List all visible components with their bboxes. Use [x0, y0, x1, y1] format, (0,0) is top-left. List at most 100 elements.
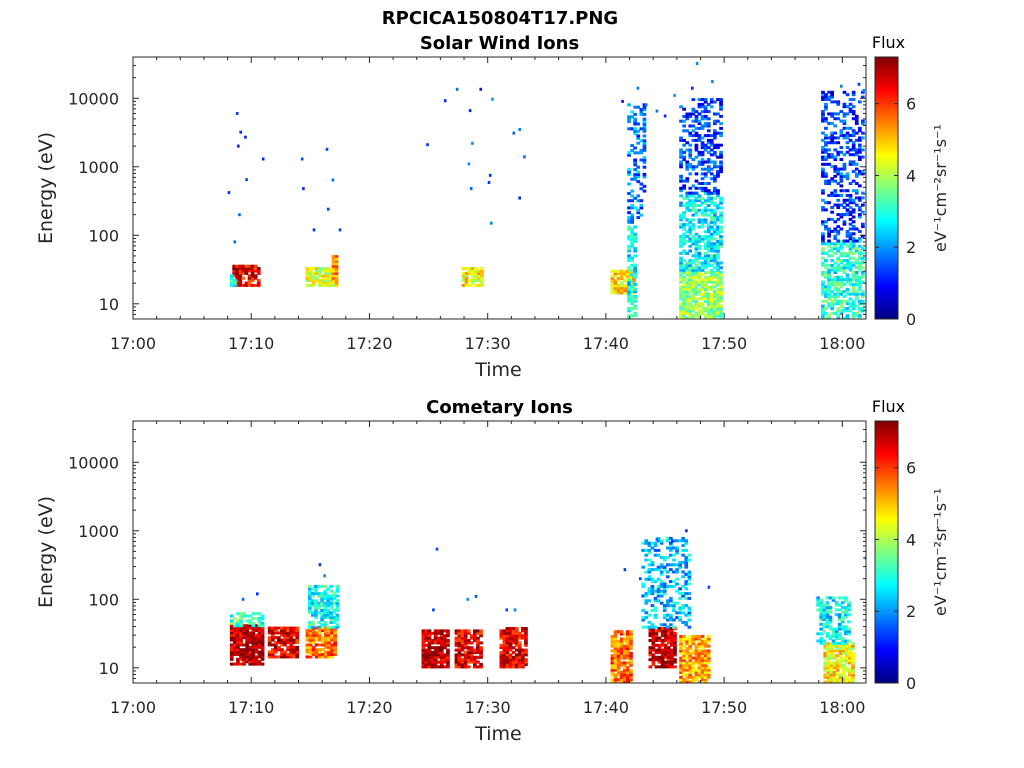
heatmap-layer	[227, 62, 866, 319]
heatmap-cell	[682, 143, 686, 147]
heatmap-cell	[679, 235, 683, 239]
heatmap-cell	[469, 653, 474, 657]
heatmap-cell	[461, 267, 466, 271]
heatmap-cell	[842, 206, 847, 209]
heatmap-cell	[633, 311, 637, 315]
heatmap-cell	[660, 655, 665, 659]
heatmap-cell	[636, 194, 641, 198]
heatmap-cell	[256, 269, 261, 273]
heatmap-cell	[466, 648, 471, 652]
heatmap-cell	[233, 281, 237, 285]
heatmap-cell	[280, 638, 284, 642]
heatmap-cell	[697, 194, 702, 198]
heatmap-cell	[317, 629, 322, 632]
heatmap-cell	[840, 615, 845, 619]
heatmap-cell	[639, 187, 644, 191]
heatmap-cell	[706, 637, 711, 641]
heatmap-cell	[706, 165, 711, 169]
heatmap-cell	[822, 613, 827, 617]
heatmap-cell	[706, 654, 711, 658]
heatmap-cell	[662, 584, 667, 588]
heatmap-cell	[332, 620, 337, 624]
heatmap-cell	[678, 616, 682, 620]
x-tick-label: 17:30	[465, 698, 511, 717]
heatmap-cell	[688, 671, 693, 674]
heatmap-cell	[270, 653, 275, 656]
heatmap-cell	[822, 639, 827, 643]
x-tick-label: 17:40	[583, 698, 629, 717]
heatmap-cell	[688, 172, 693, 176]
heatmap-cell	[688, 162, 693, 166]
heatmap-cell	[679, 174, 683, 178]
heatmap-cell	[320, 596, 324, 600]
heatmap-cell	[267, 629, 272, 632]
heatmap-cell	[684, 541, 689, 545]
heatmap-cell	[861, 234, 865, 238]
heatmap-cell	[260, 629, 265, 632]
colorbar-tick-label: 2	[906, 238, 916, 257]
heatmap-cell	[682, 237, 686, 241]
heatmap-cell	[650, 608, 655, 612]
heatmap-cell	[821, 110, 825, 113]
heatmap-cell	[861, 222, 865, 226]
x-tick-label: 17:00	[110, 698, 156, 717]
heatmap-cell	[823, 675, 828, 679]
heatmap-cell	[684, 623, 689, 627]
heatmap-cell	[861, 95, 865, 99]
axes-box	[132, 420, 867, 684]
heatmap-cell	[627, 199, 631, 203]
heatmap-cell	[241, 271, 246, 275]
heatmap-cell	[858, 285, 862, 289]
heatmap-cell	[660, 648, 665, 652]
heatmap-cell	[858, 229, 862, 233]
heatmap-cell	[827, 232, 831, 236]
heatmap-cell	[706, 208, 711, 212]
heatmap-cell	[833, 112, 838, 116]
heatmap-cell	[854, 295, 859, 298]
heatmap-cell	[858, 206, 862, 209]
heatmap-point	[241, 597, 245, 601]
heatmap-cell	[477, 269, 481, 273]
heatmap-cell	[706, 261, 711, 265]
heatmap-cell	[511, 631, 516, 635]
heatmap-cell	[719, 285, 723, 289]
heatmap-cell	[713, 223, 717, 227]
heatmap-cell	[295, 655, 300, 659]
heatmap-cell	[639, 112, 644, 116]
heatmap-cell	[469, 648, 474, 652]
heatmap-cell	[324, 267, 328, 271]
heatmap-cell	[421, 641, 426, 645]
heatmap-point	[466, 597, 469, 601]
heatmap-cell	[703, 242, 708, 246]
heatmap-cell	[685, 194, 690, 198]
heatmap-cell	[636, 122, 641, 126]
heatmap-cell	[330, 650, 334, 654]
heatmap-cell	[267, 650, 272, 654]
heatmap-cell	[716, 261, 720, 265]
heatmap-cell	[639, 151, 644, 155]
heatmap-cell	[694, 647, 699, 650]
heatmap-cell	[716, 314, 720, 318]
heatmap-cell	[845, 134, 850, 137]
heatmap-cell	[669, 599, 673, 603]
y-tick-label: 10000	[68, 89, 119, 108]
heatmap-cell	[716, 302, 720, 306]
heatmap-cell	[229, 619, 234, 623]
heatmap-cell	[622, 673, 627, 677]
heatmap-cell	[633, 254, 637, 258]
heatmap-cell	[622, 289, 627, 292]
heatmap-cell	[685, 661, 690, 665]
heatmap-cell	[305, 638, 310, 642]
heatmap-cell	[421, 663, 426, 666]
heatmap-cell	[260, 643, 265, 647]
heatmap-cell	[700, 143, 705, 147]
heatmap-cell	[826, 666, 831, 670]
heatmap-cell	[830, 95, 834, 99]
heatmap-cell	[480, 271, 484, 275]
heatmap-cell	[694, 110, 699, 114]
heatmap-cell	[834, 608, 839, 612]
heatmap-cell	[654, 655, 659, 659]
heatmap-cell	[679, 304, 683, 308]
heatmap-cell	[627, 292, 631, 296]
heatmap-cell	[694, 155, 699, 159]
